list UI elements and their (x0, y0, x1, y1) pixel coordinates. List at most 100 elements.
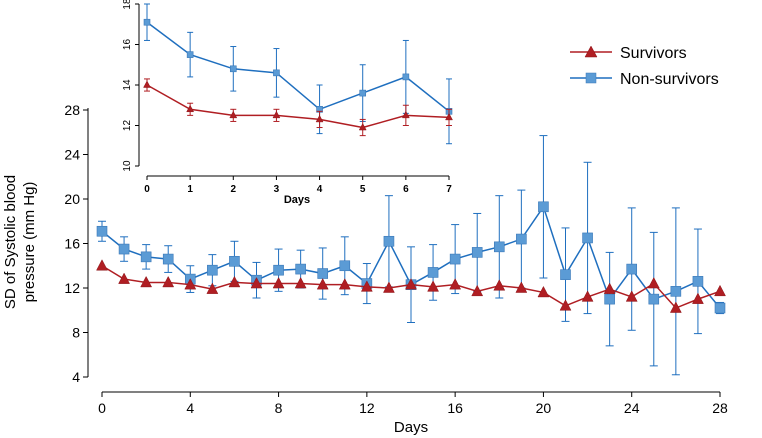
main-series-survivors (96, 259, 726, 313)
inset-survivor-point (143, 80, 151, 88)
main-survivor-point (206, 282, 219, 294)
main-survivor-point (669, 301, 682, 313)
main-survivor-point (228, 275, 241, 288)
main-x-tick-label: 0 (98, 400, 106, 416)
inset-survivor-point (229, 110, 238, 119)
inset-x-tick-label: 2 (231, 184, 237, 195)
main-nonsurvivor-point (317, 268, 329, 279)
main-survivor-point (449, 278, 462, 290)
main-y-tick-label: 28 (64, 102, 80, 118)
main-nonsurvivor-point (670, 286, 682, 297)
main-survivor-point (272, 277, 285, 289)
main-survivor-point (96, 259, 108, 271)
main-nonsurvivor-point (493, 241, 505, 253)
inset-survivor-point (315, 114, 324, 123)
main-nonsurvivor-point (538, 201, 549, 213)
main-plot-area (96, 135, 726, 376)
main-y-axis-label-line1: SD of Systolic blood (2, 175, 19, 309)
main-x-tick-label: 8 (275, 400, 283, 416)
main-y-tick-label: 20 (64, 191, 80, 207)
main-y-tick-label: 8 (72, 325, 80, 341)
inset-y-tick-label: 12 (122, 120, 133, 132)
inset-x-ticks: 0 1 2 3 4 5 6 7 (144, 176, 452, 195)
main-survivor-point (471, 284, 484, 297)
inset-survivor-point (272, 110, 281, 119)
main-nonsurvivor-point (648, 293, 660, 305)
main-nonsurvivor-point (339, 260, 351, 272)
inset-x-tick-label: 4 (317, 184, 323, 195)
inset-x-tick-label: 0 (144, 184, 150, 195)
main-x-tick-label: 16 (447, 400, 463, 416)
legend-survivors-label: Survivors (620, 45, 687, 62)
main-survivor-point (316, 278, 329, 290)
main-nonsurvivor-point (140, 251, 152, 263)
main-survivor-point (140, 275, 153, 288)
legend: Survivors Non-survivors (570, 45, 719, 88)
inset-nonsurvivor-point (229, 65, 237, 73)
main-nonsurvivor-point (427, 267, 439, 278)
inset-nonsurvivor-point (143, 18, 151, 26)
inset-series-survivors (143, 78, 453, 137)
main-nonsurvivor-point (295, 263, 306, 275)
main-survivor-point (515, 281, 528, 293)
main-nonsurvivor-point (516, 233, 527, 245)
main-x-tick-label: 4 (186, 400, 194, 416)
main-survivor-point (625, 290, 638, 302)
main-survivor-point (338, 278, 351, 290)
inset-nonsurvivor-point (186, 51, 194, 58)
main-nonsurvivor-point (162, 253, 174, 265)
main-survivor-point (692, 292, 704, 304)
main-nonsurvivor-point (626, 263, 638, 275)
main-nonsurvivor-point (692, 276, 704, 287)
main-nonsurvivor-point (273, 264, 284, 276)
main-survivor-point (405, 278, 417, 290)
main-survivor-point (294, 277, 307, 289)
inset-x-tick-label: 5 (360, 184, 366, 195)
inset-nonsurvivor-point (359, 89, 367, 97)
main-survivor-point (559, 299, 572, 311)
inset-survivor-point (445, 112, 453, 121)
inset-survivor-point (186, 104, 195, 113)
main-y-tick-label: 4 (72, 369, 80, 385)
main-y-ticks: 4 8 12 16 20 24 28 (64, 102, 88, 385)
main-x-ticks: 0 4 8 12 16 20 24 28 (98, 392, 728, 416)
main-survivor-point (714, 284, 726, 297)
legend-nonsurvivors-marker (585, 72, 597, 84)
inset-series-line (146, 21, 450, 112)
main-survivor-point (118, 272, 130, 284)
inset-series-non-survivors (143, 3, 453, 145)
main-x-tick-label: 20 (536, 400, 552, 416)
main-nonsurvivor-point (229, 255, 240, 267)
main-nonsurvivor-point (207, 264, 218, 276)
main-nonsurvivor-point (714, 302, 726, 314)
main-nonsurvivor-point (560, 269, 571, 280)
main-y-tick-label: 12 (64, 280, 80, 296)
main-survivor-point (647, 277, 660, 289)
main-x-tick-label: 24 (624, 400, 640, 416)
inset-y-tick-label: 10 (122, 160, 133, 172)
inset-y-ticks: 10 12 14 16 18 (122, 0, 139, 172)
inset-axes (138, 4, 449, 177)
main-y-tick-label: 24 (64, 147, 80, 163)
main-nonsurvivor-point (449, 253, 461, 265)
main-survivor-point (184, 278, 197, 290)
inset-plot-area (143, 3, 453, 145)
main-survivor-point (493, 279, 506, 291)
main-survivor-point (537, 285, 550, 298)
inset-x-tick-label: 1 (187, 184, 193, 195)
main-x-tick-label: 28 (712, 400, 728, 416)
main-y-axis-label-line2: pressure (mm Hg) (21, 182, 38, 303)
main-nonsurvivor-point (118, 243, 130, 255)
main-nonsurvivor-point (471, 247, 483, 258)
main-x-tick-label: 12 (359, 400, 375, 416)
main-series-non-survivors (96, 135, 726, 376)
main-axes (87, 108, 720, 393)
main-survivor-point (581, 290, 594, 302)
inset-x-tick-label: 6 (403, 184, 409, 195)
main-survivor-point (383, 281, 395, 293)
legend-nonsurvivors-label: Non-survivors (620, 71, 719, 88)
inset-x-tick-label: 3 (274, 184, 280, 195)
inset-x-tick-label: 7 (446, 184, 452, 195)
inset-nonsurvivor-point (402, 73, 410, 81)
